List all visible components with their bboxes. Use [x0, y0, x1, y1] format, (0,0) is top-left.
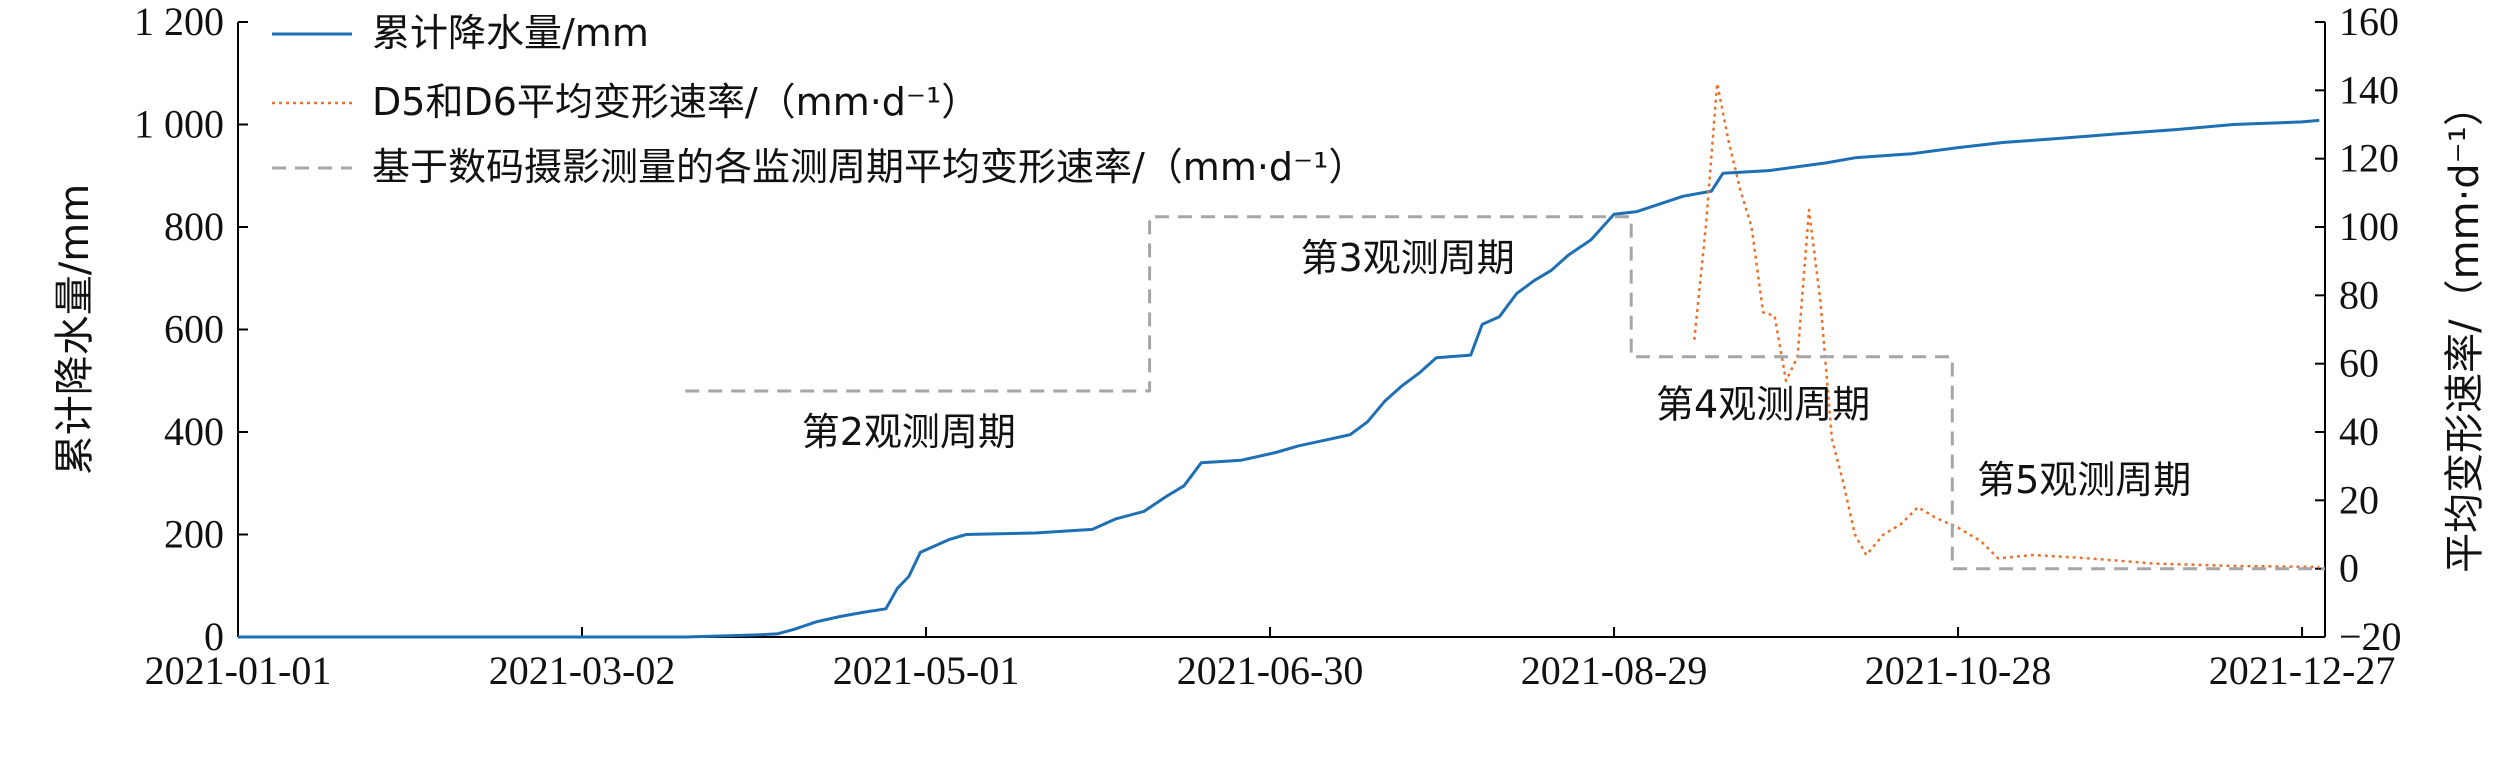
- legend-label-2: D5和D6平均变形速率/（mm·d⁻¹）: [372, 80, 979, 124]
- y-left-tick-label: 400: [164, 409, 224, 454]
- period-label: 第4观测周期: [1656, 383, 1870, 427]
- y-right-axis-title: 平均变形速率/（mm·d⁻¹）: [2442, 86, 2488, 573]
- x-tick-label: 2021-10-28: [1865, 648, 2052, 693]
- legend-label-3: 基于数码摄影测量的各监测周期平均变形速率/（mm·d⁻¹）: [372, 145, 1366, 189]
- y-right-tick-label: −20: [2339, 614, 2402, 659]
- series-line-3: [685, 215, 2325, 571]
- x-tick-label: 2021-01-01: [145, 648, 332, 693]
- x-tick-label: 2021-05-01: [833, 648, 1020, 693]
- y-left-tick-label: 600: [164, 307, 224, 352]
- legend-label-1: 累计降水量/mm: [372, 11, 649, 55]
- period-label: 第2观测周期: [802, 410, 1016, 454]
- period-label: 第5观测周期: [1977, 458, 2191, 502]
- y-right-tick-label: 100: [2339, 204, 2399, 249]
- x-tick-label: 2021-06-30: [1177, 648, 1364, 693]
- y-right-tick-label: 20: [2339, 477, 2379, 522]
- y-right-tick-label: 80: [2339, 272, 2379, 317]
- y-right-tick-label: 140: [2339, 67, 2399, 112]
- y-right-tick-label: 160: [2339, 0, 2399, 44]
- series-line-1: [238, 118, 2320, 639]
- y-left-axis-title: 累计降水量/mm: [52, 184, 98, 475]
- period-label: 第3观测周期: [1301, 236, 1515, 280]
- axes: 2021-01-01 2021-03-02 2021-05-01 2021-06-30…: [52, 0, 2488, 693]
- x-tick-label: 2021-08-29: [1521, 648, 1708, 693]
- x-tick-label: 2021-12-27: [2209, 648, 2396, 693]
- y-left-tick-label: 800: [164, 204, 224, 249]
- series-line-2: [1693, 82, 2320, 569]
- series-layer: [238, 82, 2325, 639]
- y-right-tick-label: 0: [2339, 546, 2359, 591]
- y-left-tick-label: 0: [204, 614, 224, 659]
- x-tick-label: 2021-03-02: [489, 648, 676, 693]
- y-left-tick-label: 200: [164, 512, 224, 557]
- y-right-tick-label: 120: [2339, 136, 2399, 181]
- legend: 累计降水量/mm D5和D6平均变形速率/（mm·d⁻¹） 基于数码摄影测量的各监测…: [272, 11, 1366, 189]
- y-left-tick-label: 1 000: [134, 102, 224, 147]
- y-left-tick-label: 1 200: [134, 0, 224, 44]
- y-right-tick-label: 40: [2339, 409, 2379, 454]
- y-right-tick-label: 60: [2339, 341, 2379, 386]
